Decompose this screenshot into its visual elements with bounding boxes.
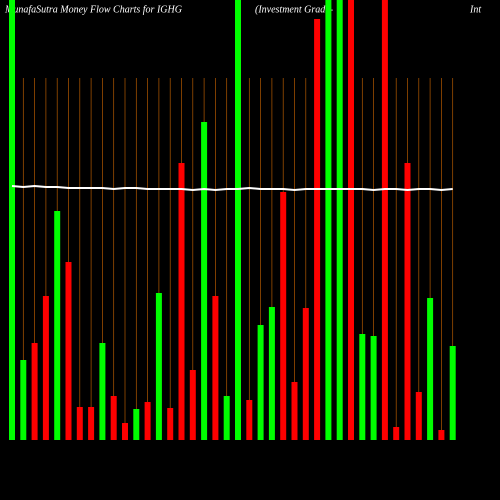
bar (449, 346, 456, 440)
bar (122, 423, 128, 440)
bar (178, 163, 185, 440)
bar (427, 298, 434, 440)
bar (42, 296, 49, 440)
bar (438, 430, 445, 440)
bar (133, 409, 140, 440)
bar (246, 400, 253, 440)
bar (110, 396, 117, 440)
bar (325, 0, 332, 440)
bar (31, 343, 38, 440)
bar (201, 122, 208, 440)
bar (257, 325, 264, 440)
bar (54, 211, 61, 440)
bar (144, 402, 151, 440)
bar (212, 296, 219, 440)
line (11, 184, 453, 192)
chart-title: MunafaSutra Money Flow Charts for IGHG (4, 4, 182, 15)
bar (359, 334, 366, 440)
bar (370, 336, 377, 440)
bar (155, 293, 162, 440)
bar (268, 307, 275, 440)
chart-subtitle: (Investment Grade- (255, 4, 333, 15)
bar (404, 163, 411, 440)
bar (280, 192, 287, 440)
bar (223, 396, 230, 440)
bar (76, 407, 83, 440)
bar (167, 408, 174, 440)
chart-subtitle-end: Int (469, 4, 481, 15)
bar (415, 392, 422, 440)
bar (189, 370, 196, 440)
bar (9, 0, 15, 440)
bar (393, 427, 400, 440)
bar (88, 407, 95, 440)
bar (65, 262, 72, 440)
bar (20, 360, 27, 440)
bar (314, 19, 321, 440)
bar (291, 382, 298, 440)
bar (381, 0, 388, 440)
bar (336, 0, 343, 440)
bar (348, 0, 354, 440)
bar (235, 0, 241, 440)
bar (302, 308, 309, 440)
bar (99, 343, 106, 440)
